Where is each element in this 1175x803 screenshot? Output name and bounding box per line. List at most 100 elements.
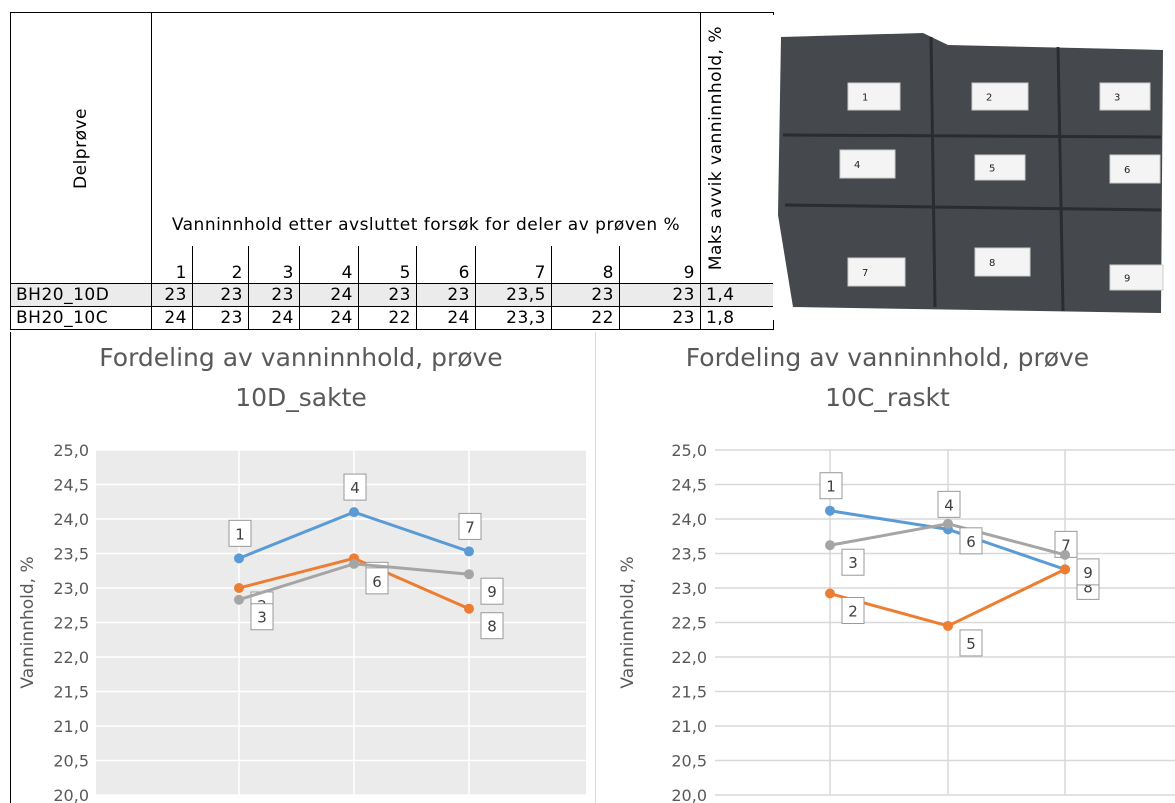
part-number: 1 — [151, 245, 193, 284]
point-label: 8 — [1083, 578, 1093, 596]
point-label-box — [228, 519, 252, 547]
photo-label-box — [847, 257, 906, 287]
point-label: 3 — [257, 609, 267, 627]
y-tick-label: 20,0 — [53, 786, 89, 803]
photo-label-box — [1109, 264, 1164, 291]
header-caption: Vanninnhold etter avsluttet forsøk for d… — [151, 12, 701, 246]
header-cell: Maks avvik vanninnhold, % — [700, 12, 774, 284]
value-cell: 22 — [551, 306, 620, 330]
cut-lines — [782, 36, 1162, 312]
value-cell: 23 — [151, 283, 193, 307]
value-cell: 23 — [248, 283, 300, 307]
point-label: 1 — [826, 478, 836, 496]
table-row: BH20_10C 24 23 24 24 22 24 23,3 22 23 1,8 — [10, 306, 774, 330]
y-axis-label: Vanninnhold, % — [18, 556, 38, 688]
photo-label-box — [1109, 154, 1161, 184]
row-label: BH20_10D — [10, 283, 152, 307]
y-tick-label: 22,0 — [53, 648, 89, 667]
part-number: 2 — [192, 245, 249, 284]
point-label: 5 — [966, 635, 976, 653]
chart: Fordeling av vanninnhold, prøve 10D_sakt… — [10, 332, 591, 803]
photo-label: 5 — [989, 164, 995, 175]
separator — [595, 332, 596, 803]
point-label: 4 — [944, 496, 954, 514]
photo-label: 1 — [862, 93, 868, 104]
value-cell: 23 — [619, 283, 701, 307]
point-label-box — [365, 567, 389, 595]
photo-label-box — [974, 154, 1026, 181]
chart: Fordeling av vanninnhold, prøve 10C_rask… — [600, 332, 1175, 803]
value-cell: 23 — [358, 283, 417, 307]
data-point — [464, 603, 474, 614]
header-sample: Delprøve — [71, 107, 91, 189]
y-tick-label: 21,0 — [53, 717, 89, 736]
point-label-box — [458, 512, 482, 540]
header-max-dev: Maks avvik vanninnhold, % — [706, 25, 726, 271]
point-label-box — [480, 577, 504, 605]
value-cell: 24 — [416, 306, 476, 330]
photo-label-box — [1099, 82, 1151, 111]
photo-label: 4 — [854, 160, 860, 171]
photo-label: 9 — [1124, 274, 1130, 285]
part-number: 4 — [299, 245, 359, 284]
data-point — [464, 569, 474, 580]
y-tick-label: 24,5 — [671, 476, 707, 495]
value-cell: 23 — [551, 283, 620, 307]
point-label: 2 — [848, 603, 858, 621]
y-tick-label: 24,0 — [671, 510, 707, 529]
data-point — [234, 583, 244, 593]
point-label-box — [343, 473, 367, 501]
value-cell: 23 — [192, 283, 249, 307]
photo-label: 6 — [1124, 165, 1130, 176]
y-tick-label: 22,0 — [671, 648, 707, 667]
photo-label-box — [971, 82, 1029, 111]
value-cell: 24 — [248, 306, 300, 330]
data-point — [825, 540, 835, 551]
y-tick-label: 23,5 — [53, 545, 89, 564]
value-cell: 23 — [416, 283, 476, 307]
y-tick-label: 21,0 — [671, 717, 707, 736]
row-label: BH20_10C — [10, 306, 152, 330]
y-axis-label: Vanninnhold, % — [618, 556, 638, 688]
point-label: 7 — [1061, 536, 1071, 554]
chart-title: Fordeling av vanninnhold, prøve 10D_sakt… — [99, 343, 503, 412]
point-label: 1 — [235, 525, 245, 543]
data-point — [825, 588, 835, 599]
y-tick-label: 21,5 — [671, 683, 707, 702]
header-cell: Delprøve — [10, 12, 152, 284]
photo-label-box — [839, 149, 896, 179]
value-cell: 24 — [299, 283, 359, 307]
part-number: 6 — [416, 245, 476, 284]
point-label: 7 — [465, 518, 475, 536]
data-point — [1060, 549, 1070, 560]
value-cell: 24 — [151, 306, 193, 330]
point-label-box — [480, 612, 504, 640]
data-point — [234, 553, 244, 564]
chart-title: Fordeling av vanninnhold, prøve 10C_rask… — [685, 343, 1090, 412]
photo-label: 2 — [986, 93, 992, 104]
data-table: Delprøve Vanninnhold etter avsluttet for… — [10, 12, 774, 330]
y-tick-label: 25,0 — [53, 441, 89, 460]
photo-label: 7 — [862, 268, 868, 279]
sample-slab — [778, 33, 1163, 313]
photo-label-box — [974, 247, 1031, 277]
part-number: 5 — [358, 245, 417, 284]
chart-plot: 20,0 20,5 21,0 21,5 22,0 22,5 23,0 23,5 24,0 24,5… — [618, 441, 1175, 803]
data-point — [943, 518, 953, 529]
point-label: 9 — [487, 583, 497, 601]
point-label-box — [250, 603, 274, 631]
y-tick-label: 22,5 — [53, 614, 89, 633]
sample-photo: 1 2 3 4 5 6 7 8 9 — [773, 15, 1165, 320]
point-label-box — [841, 597, 865, 625]
point-label-box — [841, 548, 865, 576]
data-point — [234, 594, 244, 605]
y-tick-label: 23,5 — [671, 545, 707, 564]
part-number: 3 — [248, 245, 300, 284]
y-tick-label: 23,0 — [53, 579, 89, 598]
table-row: BH20_10D 23 23 23 24 23 23 23,5 23 23 1,4 — [10, 283, 774, 307]
point-label-box — [819, 472, 843, 500]
point-label: 4 — [350, 479, 360, 497]
data-point — [464, 546, 474, 557]
value-cell: 1,4 — [700, 283, 774, 307]
photo-label: 8 — [989, 258, 995, 269]
